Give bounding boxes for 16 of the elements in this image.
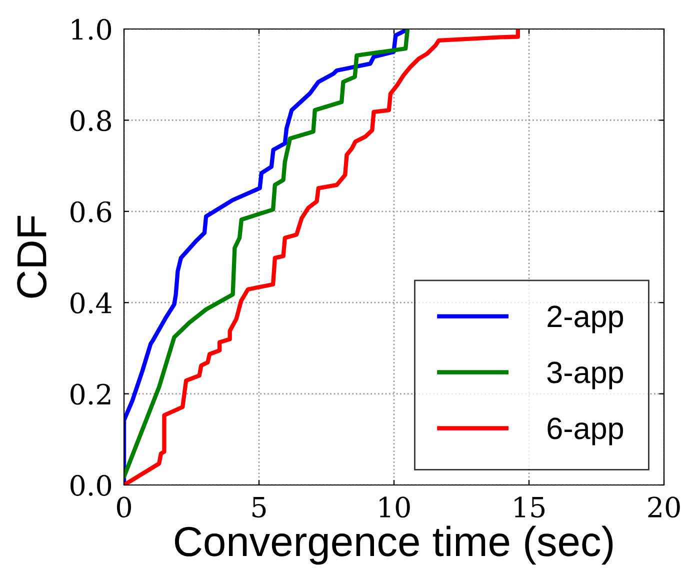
y-tick-label: 0.8 [70,110,112,132]
x-tick-label: 0 [116,496,131,518]
x-tick-label: 5 [252,496,266,518]
x-tick-label: 20 [648,496,680,518]
legend-label: 3-app [547,362,624,390]
y-tick-label: 0.0 [70,474,112,496]
x-tick-label: 15 [514,496,545,518]
y-tick-label: 0.4 [70,292,112,314]
x-tick-label: 10 [380,496,410,518]
y-tick-label: 1.0 [72,18,112,40]
x-axis-title: Convergence time (sec) [174,526,613,565]
y-axis-title: CDF [17,216,47,298]
legend-label: 2-app [548,306,624,334]
y-tick-label: 0.6 [70,201,112,222]
y-tick-label: 0.2 [70,384,110,405]
legend-label: 6-app [548,418,624,446]
